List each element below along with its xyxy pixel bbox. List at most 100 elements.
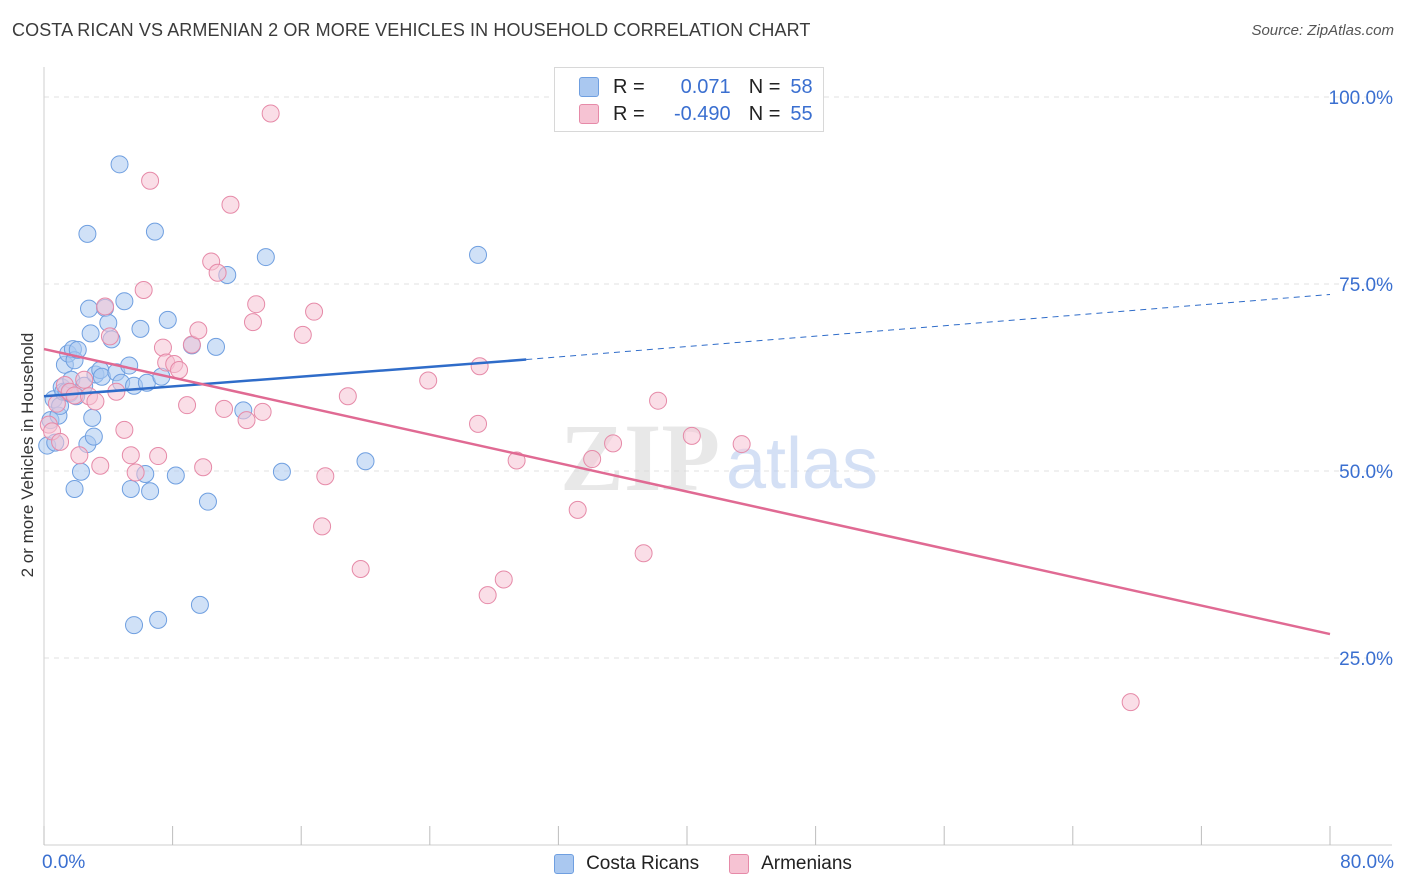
data-point-armenians [316,467,335,486]
data-point-armenians [649,391,668,410]
correlation-legend: R = 0.071 N = 58 R = -0.490 N = 55 [554,67,824,132]
data-point-armenians [100,327,119,346]
legend-r-label: R = [613,102,645,125]
series-costa-ricans [38,155,488,635]
data-point-armenians [293,325,312,344]
legend-item-armenians: Armenians [729,852,852,876]
trend-lines [43,293,1331,636]
series-legend: Costa Ricans Armenians [0,852,1406,876]
legend-row-costa-ricans: R = 0.071 N = 58 [579,75,813,99]
data-point-costa-ricans [198,492,217,511]
data-point-armenians [478,586,497,605]
data-point-costa-ricans [80,299,99,318]
data-point-armenians [237,411,256,430]
data-point-costa-ricans [207,337,226,356]
data-point-armenians [338,387,357,406]
data-point-armenians [247,295,266,314]
data-point-costa-ricans [149,610,168,629]
watermark: ZIP atlas [560,404,878,511]
data-point-armenians [215,399,234,418]
legend-r-value: -0.490 [673,102,731,125]
data-point-armenians [494,570,513,589]
data-point-armenians [194,458,213,477]
data-point-armenians [208,263,227,282]
data-point-costa-ricans [131,319,150,338]
x-tick-label-max: 80.0% [1340,852,1394,873]
trend-line-costa-ricans-projection [526,293,1331,361]
data-point-armenians [115,420,134,439]
data-point-costa-ricans [145,222,164,241]
data-point-costa-ricans [115,292,134,311]
data-point-armenians [75,370,94,389]
data-point-armenians [419,371,438,390]
data-point-armenians [134,280,153,299]
y-tick-label: 50.0% [1339,462,1393,483]
data-point-armenians [682,426,701,445]
watermark-atlas: atlas [726,424,878,504]
series-armenians [39,104,1140,712]
data-point-armenians [507,451,526,470]
data-point-costa-ricans [65,479,84,498]
data-point-armenians [70,446,89,465]
data-point-armenians [149,447,168,466]
data-point-costa-ricans [272,462,291,481]
data-point-armenians [153,338,172,357]
legend-n-label: N = [748,75,781,98]
legend-swatch-armenians [579,104,599,124]
y-tick-labels: 100.0% 75.0% 50.0% 25.0% [1329,88,1394,670]
data-point-armenians [141,171,160,190]
data-point-armenians [91,456,110,475]
data-point-costa-ricans [141,482,160,501]
legend-item-costa-ricans: Costa Ricans [554,852,699,876]
data-point-armenians [470,357,489,376]
chart-title: COSTA RICAN VS ARMENIAN 2 OR MORE VEHICL… [12,20,811,40]
data-point-armenians [305,302,324,321]
data-point-armenians [126,463,145,482]
data-point-armenians [47,394,66,413]
data-point-costa-ricans [158,310,177,329]
legend-n-value: 58 [790,75,813,98]
legend-row-armenians: R = -0.490 N = 55 [579,102,813,126]
legend-r-label: R = [613,75,645,98]
data-point-costa-ricans [125,616,144,635]
data-point-armenians [351,559,370,578]
data-point-armenians [568,500,587,519]
data-point-armenians [313,517,332,536]
legend-swatch-armenians [729,854,750,874]
data-point-costa-ricans [356,452,375,471]
legend-n-label: N = [748,102,781,125]
y-tick-label: 75.0% [1339,275,1393,296]
trend-line-costa-ricans [43,358,527,398]
data-point-costa-ricans [110,155,129,174]
data-point-costa-ricans [81,324,100,343]
data-point-costa-ricans [190,595,209,614]
data-point-armenians [469,414,488,433]
data-point-armenians [1121,693,1140,712]
data-point-armenians [604,434,623,453]
data-point-costa-ricans [84,427,103,446]
data-point-armenians [634,544,653,563]
data-point-costa-ricans [166,466,185,485]
data-point-armenians [732,435,751,454]
data-point-costa-ricans [256,248,275,267]
axes [43,67,1392,846]
data-point-armenians [178,396,197,415]
legend-label-costa-ricans: Costa Ricans [586,853,700,874]
data-point-costa-ricans [71,462,90,481]
y-tick-label: 25.0% [1339,649,1393,670]
data-point-armenians [170,361,189,380]
data-point-armenians [583,450,602,469]
data-point-armenians [96,297,115,316]
legend-r-value: 0.071 [680,75,731,98]
source-label: Source: ZipAtlas.com [1251,22,1394,39]
y-tick-label: 100.0% [1329,88,1394,109]
legend-n-value: 55 [790,102,813,125]
data-point-costa-ricans [68,340,87,359]
data-point-costa-ricans [469,245,488,264]
data-point-armenians [221,195,240,214]
data-point-armenians [243,313,262,332]
legend-swatch-costa-ricans [554,854,575,874]
data-point-armenians [86,392,105,411]
data-point-armenians [51,432,70,451]
